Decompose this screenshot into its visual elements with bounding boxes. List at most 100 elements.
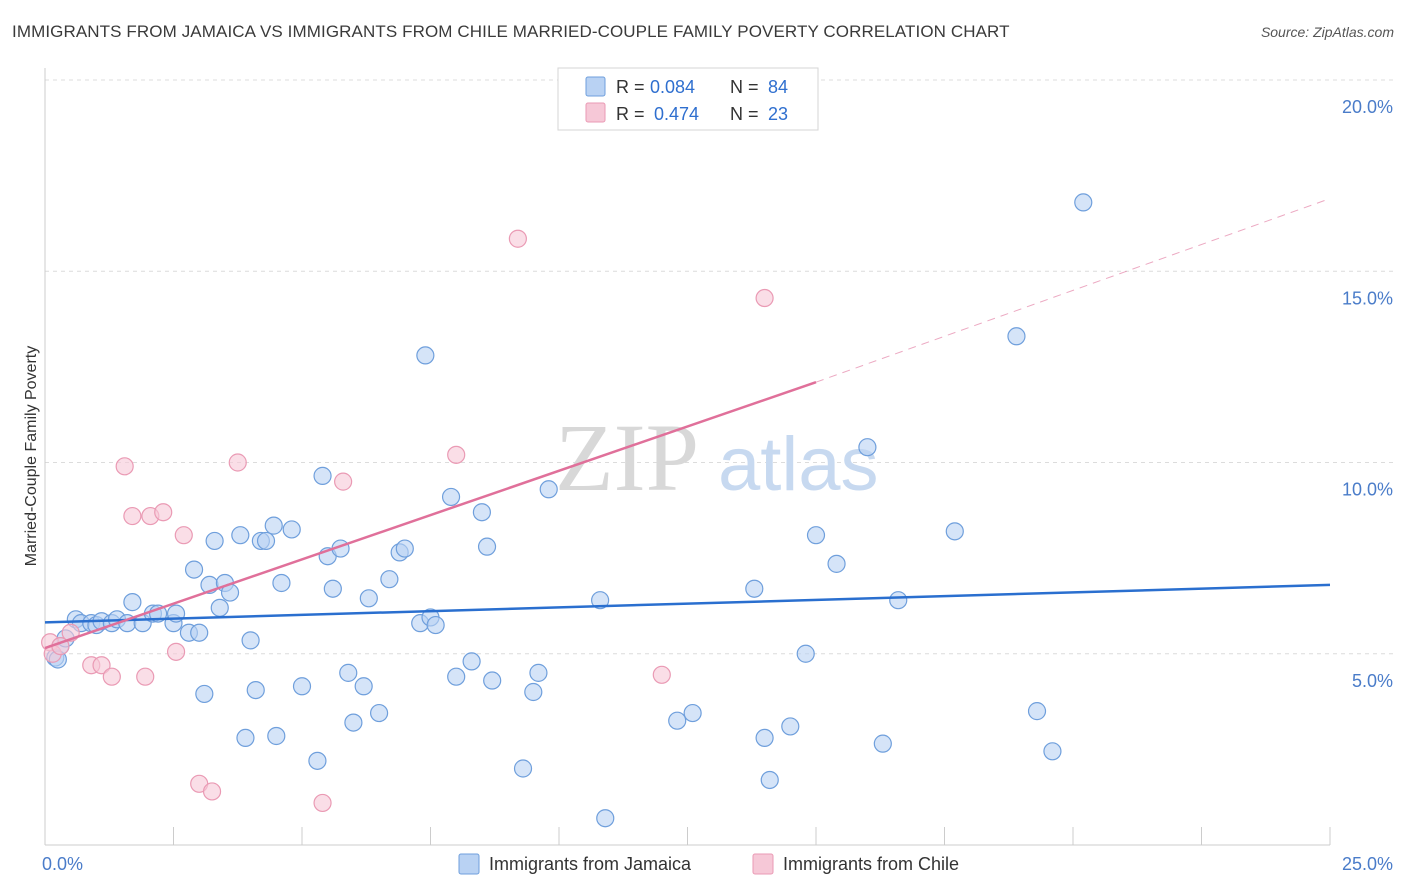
tick-labels: 5.0% 10.0% 15.0% 20.0% 0.0% 25.0% (42, 97, 1393, 874)
point-jamaica-78 (945, 522, 964, 541)
legend-r-value-1: 0.474 (654, 104, 699, 124)
point-jamaica-37 (308, 751, 327, 770)
watermark-zip: ZIP (555, 404, 699, 511)
bottom-legend-jamaica: Immigrants from Jamaica (489, 854, 692, 874)
point-jamaica-44 (354, 677, 373, 696)
point-jamaica-32 (264, 516, 283, 535)
point-jamaica-64 (591, 591, 610, 610)
point-jamaica-56 (462, 652, 481, 671)
point-jamaica-29 (246, 680, 265, 700)
source-label: Source: ZipAtlas.com (1260, 24, 1394, 40)
point-jamaica-67 (683, 703, 702, 723)
point-jamaica-81 (1043, 742, 1062, 761)
point-jamaica-31 (256, 531, 276, 551)
point-jamaica-57 (472, 503, 491, 522)
point-jamaica-19 (190, 623, 209, 642)
point-jamaica-54 (441, 487, 461, 507)
point-chile-12 (166, 642, 186, 661)
point-jamaica-23 (210, 598, 229, 617)
x-tick-label-1: 25.0% (1342, 854, 1393, 874)
point-chile-20 (508, 229, 527, 248)
y-tick-label-2: 15.0% (1342, 288, 1393, 308)
point-jamaica-58 (477, 537, 497, 556)
point-jamaica-75 (858, 438, 877, 457)
watermark-atlas: atlas (718, 422, 879, 507)
y-tick-label-3: 20.0% (1342, 97, 1393, 117)
y-axis-label: Married-Couple Family Poverty (23, 346, 40, 567)
point-jamaica-61 (524, 682, 543, 702)
point-jamaica-40 (323, 579, 342, 598)
point-jamaica-65 (596, 809, 615, 828)
point-jamaica-77 (889, 591, 908, 610)
point-chile-5 (92, 656, 111, 675)
point-jamaica-11 (123, 593, 142, 612)
legend-r-label-0: R = (616, 77, 645, 97)
point-jamaica-52 (426, 615, 445, 635)
point-jamaica-42 (339, 663, 358, 682)
point-jamaica-63 (539, 480, 558, 499)
point-jamaica-47 (380, 570, 399, 589)
bottom-legend-swatch-jamaica (458, 853, 480, 875)
legend-n-value-1: 23 (768, 104, 788, 124)
point-chile-13 (174, 526, 193, 545)
point-chile-11 (154, 503, 173, 522)
bottom-legend: Immigrants from Jamaica Immigrants from … (458, 853, 959, 875)
point-chile-19 (447, 445, 466, 464)
point-chile-21 (652, 665, 671, 684)
point-chile-17 (313, 793, 332, 813)
trend-line-jamaica (44, 583, 1331, 624)
point-jamaica-27 (236, 728, 255, 748)
point-jamaica-45 (359, 589, 378, 608)
point-jamaica-20 (195, 684, 214, 704)
chart-title: IMMIGRANTS FROM JAMAICA VS IMMIGRANTS FR… (12, 22, 1010, 41)
series-chile (41, 229, 774, 813)
legend-n-label-1: N = (730, 104, 759, 124)
point-jamaica-59 (483, 671, 502, 690)
point-jamaica-72 (796, 644, 815, 663)
point-chile-16 (228, 453, 247, 472)
gridlines (45, 79, 1395, 655)
trend-line-chile-extension (815, 198, 1331, 383)
bottom-legend-swatch-chile (752, 853, 774, 875)
point-jamaica-55 (447, 667, 466, 686)
point-jamaica-70 (760, 770, 779, 790)
legend-swatch-chile (585, 102, 606, 123)
watermark: ZIP atlas (555, 404, 879, 511)
point-jamaica-80 (1027, 702, 1047, 721)
point-jamaica-49 (395, 539, 414, 558)
point-jamaica-35 (282, 520, 301, 539)
point-jamaica-73 (806, 526, 826, 545)
point-jamaica-68 (745, 579, 764, 598)
point-chile-7 (115, 457, 134, 476)
y-tick-label-0: 5.0% (1352, 671, 1393, 691)
point-jamaica-22 (205, 531, 224, 551)
point-chile-8 (123, 506, 142, 526)
point-jamaica-53 (416, 346, 435, 365)
y-tick-label-1: 10.0% (1342, 480, 1393, 500)
point-jamaica-36 (292, 677, 312, 696)
legend-r-label-1: R = (616, 104, 645, 124)
legend-swatch-jamaica (585, 76, 606, 97)
bottom-legend-chile: Immigrants from Chile (783, 854, 959, 874)
point-jamaica-76 (873, 734, 892, 753)
point-chile-9 (136, 667, 155, 686)
legend-r-value-0: 0.084 (650, 77, 695, 97)
point-jamaica-79 (1007, 327, 1026, 346)
point-jamaica-43 (344, 713, 363, 732)
trend-line-chile (44, 380, 817, 650)
point-jamaica-82 (1074, 193, 1093, 212)
point-chile-6 (102, 667, 121, 686)
point-jamaica-62 (529, 663, 548, 682)
point-jamaica-69 (755, 728, 774, 748)
trend-lines (44, 198, 1331, 650)
point-jamaica-66 (668, 711, 687, 730)
legend-n-value-0: 84 (768, 77, 788, 97)
point-jamaica-38 (313, 466, 332, 485)
point-jamaica-28 (241, 631, 260, 650)
point-jamaica-26 (231, 526, 250, 545)
point-jamaica-34 (272, 573, 291, 593)
point-chile-22 (755, 288, 774, 308)
legend-box: R = 0.084 N = 84 R = 0.474 N = 23 (557, 67, 819, 131)
point-jamaica-18 (184, 560, 204, 579)
